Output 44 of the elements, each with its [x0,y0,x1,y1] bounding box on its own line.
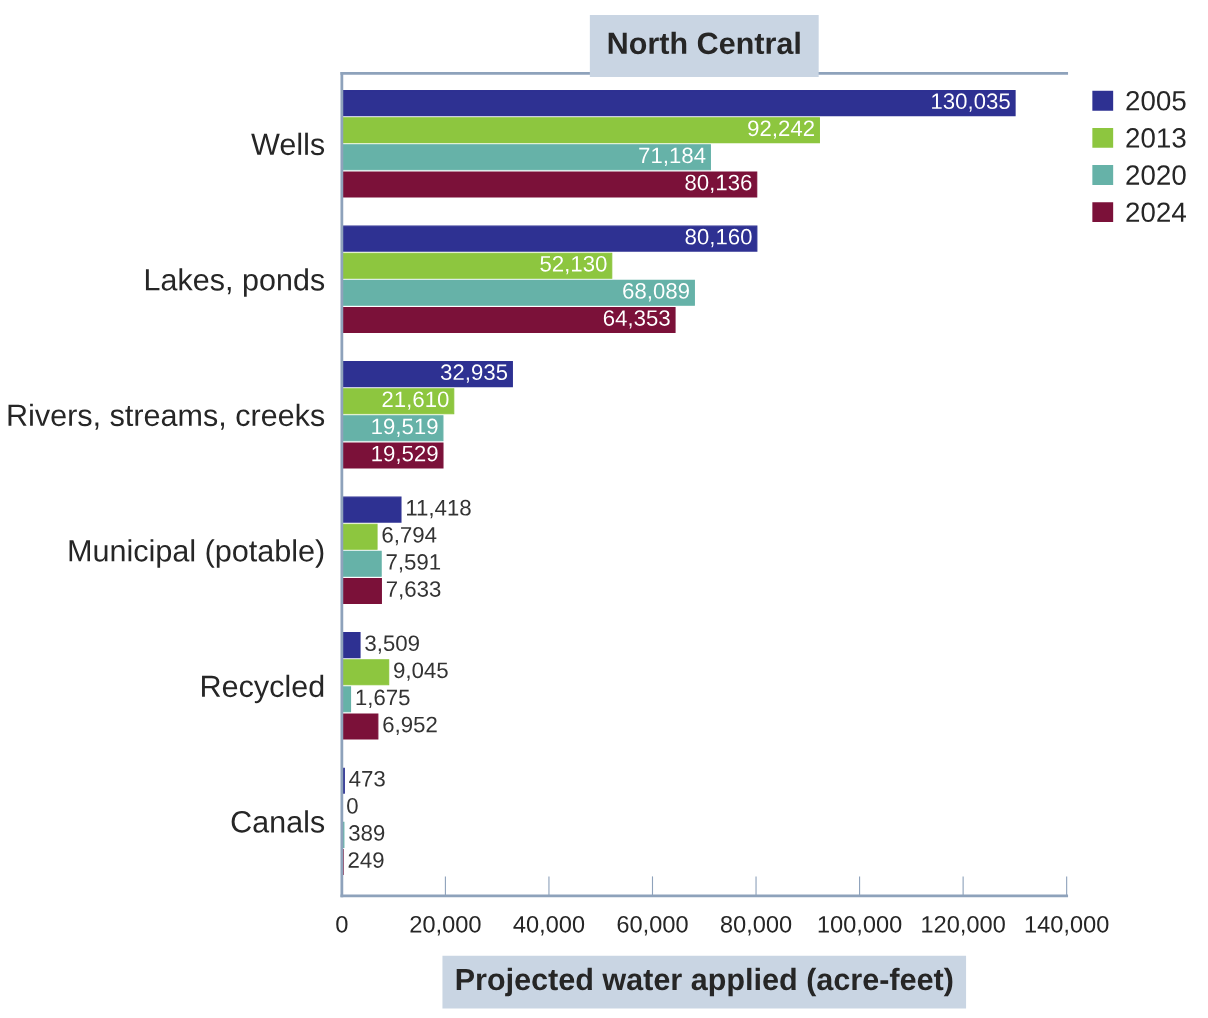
data-label: 52,130 [540,255,607,275]
y-tick-label: Wells [251,132,325,156]
data-label: 473 [349,770,385,787]
data-label: 9,045 [394,662,448,681]
x-tick-label: 0 [336,915,348,933]
data-label: 389 [349,825,385,841]
x-tick-label: 60,000 [617,915,688,936]
data-label: 6,794 [382,526,437,546]
y-tick-label: Recycled [202,674,324,704]
y-tick-label: Rivers, streams, creeks [8,403,325,430]
x-tick-label: 120,000 [922,915,1005,936]
x-tick-label: 40,000 [513,915,585,936]
data-label: 80,160 [685,228,752,248]
data-label: 32,935 [440,364,508,383]
data-label: 11,418 [407,499,471,519]
data-label: 7,633 [386,581,441,600]
data-label: 21,610 [382,391,449,410]
chart-title: North Central [608,31,800,55]
data-label: 19,519 [372,418,438,437]
data-label: 80,136 [685,174,752,193]
y-tick-label: Canals [231,810,325,833]
legend-label: 2024 [1126,202,1186,223]
data-label: 7,591 [386,554,441,573]
data-label: 19,529 [372,445,438,465]
data-label: 1,675 [356,689,410,708]
data-label: 130,035 [932,93,1010,112]
data-label: 68,089 [623,283,689,302]
data-label: 249 [348,852,384,868]
data-label: 71,184 [639,147,706,166]
legend-label: 2005 [1126,90,1186,111]
x-tick-label: 20,000 [410,915,481,936]
x-tick-label: 100,000 [818,915,902,936]
data-label: 92,242 [748,120,814,139]
legend-label: 2013 [1126,128,1186,148]
x-axis-title: Projected water applied (acre-feet) [456,967,953,997]
y-tick-label: Lakes, ponds [145,268,325,297]
data-label: 0 [347,797,358,814]
x-tick-label: 80,000 [720,915,792,936]
y-tick-label: Municipal (potable) [69,539,324,568]
legend-label: 2020 [1126,165,1186,185]
data-label: 3,509 [365,635,419,654]
x-tick-label: 140,000 [1025,915,1109,936]
data-label: 64,353 [603,310,670,329]
data-label: 6,952 [383,716,437,736]
